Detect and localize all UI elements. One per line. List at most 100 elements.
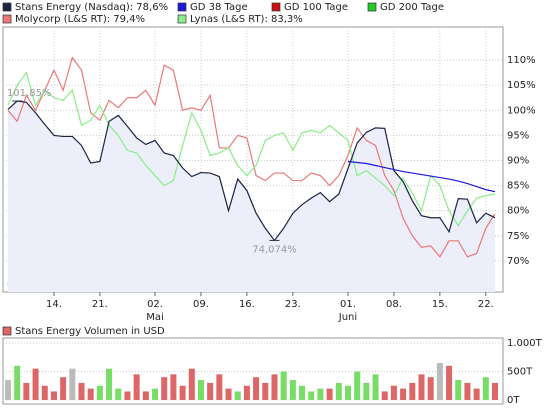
legend-swatch: [367, 2, 377, 12]
legend-label: Lynas (L&S RT): 83,3%: [190, 14, 303, 25]
legend-swatch: [177, 2, 187, 12]
volume-bar: [400, 388, 407, 401]
volume-bar: [23, 382, 30, 401]
y-tick-label: 90%: [507, 156, 529, 167]
volume-bar: [207, 382, 214, 401]
x-month-label: Juni: [338, 312, 357, 323]
volume-bar: [152, 388, 159, 401]
volume-bar: [363, 382, 370, 401]
y-tick-label: 80%: [507, 206, 529, 217]
y-tick-label: 0T: [507, 395, 520, 406]
volume-bar: [492, 382, 498, 401]
volume-bar: [308, 391, 315, 401]
volume-bar: [262, 382, 269, 401]
y-tick-label: 75%: [507, 231, 529, 242]
volume-bar: [381, 391, 388, 401]
volume-bar: [446, 365, 453, 401]
volume-bar: [225, 388, 232, 401]
legend-label: Molycorp (L&S RT): 79,4%: [15, 14, 145, 25]
legend-swatch: [2, 2, 12, 12]
volume-bar: [317, 388, 324, 401]
volume-bar: [455, 380, 462, 401]
volume-bar: [69, 368, 76, 401]
x-tick-label: 08.: [386, 299, 402, 310]
volume-bar: [87, 388, 94, 401]
volume-bar: [50, 391, 57, 401]
volume-bar: [464, 382, 471, 401]
line: [7, 100, 496, 242]
volume-bar: [5, 380, 11, 401]
volume-bar: [390, 385, 397, 401]
volume-bar: [188, 368, 195, 401]
x-tick-label: 22.: [478, 299, 494, 310]
volume-bar: [482, 377, 489, 401]
y-tick-label: 100%: [507, 105, 536, 116]
line: [347, 160, 496, 193]
y-tick-label: 95%: [507, 130, 529, 141]
volume-bar: [299, 385, 306, 401]
volume-bar: [179, 385, 186, 401]
legend-label: GD 100 Tage: [284, 2, 348, 13]
x-month-label: Mai: [146, 312, 164, 323]
volume-bar: [289, 380, 296, 401]
x-tick-label: 23.: [285, 299, 301, 310]
y-tick-label: 85%: [507, 181, 529, 192]
legend-swatch: [2, 14, 12, 24]
line: [7, 56, 496, 258]
line: [7, 71, 496, 227]
x-tick-label: 01.: [340, 299, 356, 310]
volume-bar: [115, 388, 122, 401]
volume-bar: [216, 374, 223, 401]
x-tick-label: 21.: [92, 299, 108, 310]
volume-bar: [142, 391, 149, 401]
y-tick-label: 1.000T: [507, 338, 543, 349]
volume-bar: [161, 377, 168, 401]
volume-bar: [96, 385, 103, 401]
volume-bar: [106, 368, 113, 401]
y-tick-label: 500T: [507, 367, 533, 378]
y-tick-label: 110%: [507, 55, 536, 66]
legend-swatch: [271, 2, 281, 12]
area: [8, 101, 495, 292]
x-tick-label: 02.: [147, 299, 163, 310]
x-tick-label: 14.: [46, 299, 62, 310]
volume-bar: [41, 385, 48, 401]
volume-bar: [14, 365, 21, 401]
volume-bar: [170, 374, 177, 401]
volume-bar: [354, 371, 361, 401]
y-tick-label: 105%: [507, 80, 536, 91]
volume-bar: [78, 382, 85, 401]
volume-bar: [280, 371, 287, 401]
volume-bar: [253, 377, 260, 401]
volume-bar: [436, 362, 443, 401]
value-label: 74,074%: [252, 244, 297, 255]
legend-label: GD 38 Tage: [190, 2, 248, 13]
volume-bar: [133, 374, 140, 401]
volume-bar: [271, 374, 278, 401]
x-tick-label: 09.: [193, 299, 209, 310]
volume-bar: [473, 388, 480, 401]
volume-bar: [243, 385, 250, 401]
volume-bar: [32, 368, 39, 401]
volume-bar: [409, 382, 416, 401]
y-tick-label: 70%: [507, 256, 529, 267]
volume-bar: [234, 391, 241, 401]
volume-bar: [124, 391, 131, 401]
value-label: 101,85%: [7, 88, 52, 99]
volume-bar: [335, 382, 342, 401]
legend-swatch: [2, 326, 12, 336]
volume-bar: [372, 374, 379, 401]
legend-label: Stans Energy (Nasdaq): 78,6%: [15, 2, 168, 13]
x-tick-label: 16.: [239, 299, 255, 310]
volume-bar: [427, 377, 434, 401]
volume-bar: [344, 385, 351, 401]
legend-swatch: [177, 14, 187, 24]
legend-label: GD 200 Tage: [380, 2, 444, 13]
volume-title: Stans Energy Volumen in USD: [15, 326, 165, 337]
volume-bar: [197, 380, 204, 401]
volume-bar: [326, 388, 333, 401]
volume-bar: [418, 374, 425, 401]
x-tick-label: 15.: [432, 299, 448, 310]
volume-bar: [60, 377, 67, 401]
